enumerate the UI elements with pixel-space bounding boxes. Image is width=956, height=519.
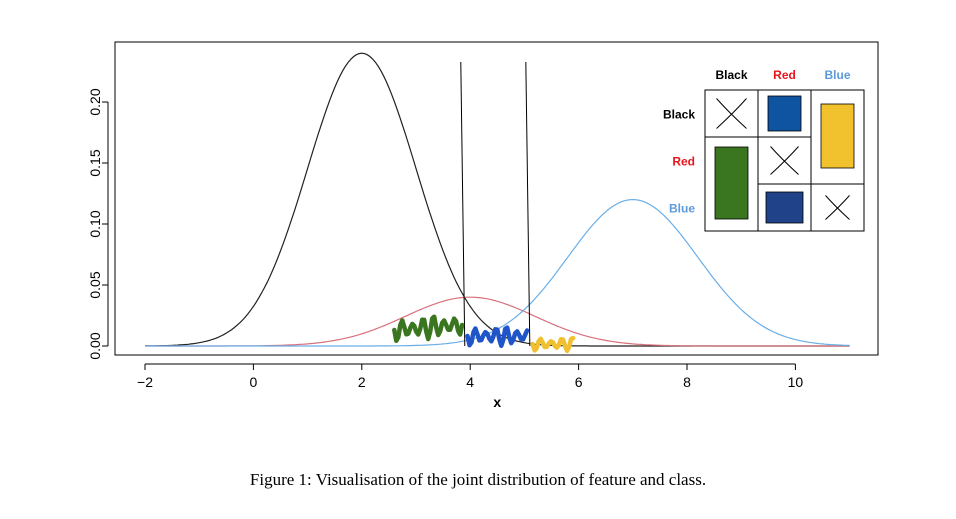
y-tick-label: 0.15 [87, 149, 103, 176]
boundary-line-1 [460, 61, 466, 347]
legend-cell-black-red [767, 95, 802, 132]
legend-col-label-blue: Blue [824, 68, 850, 82]
boundary-line-2 [525, 61, 531, 347]
chart: −2 0 2 4 6 8 10 x 0.00 0.05 0.10 0.15 0.20 Black Red Bl… [87, 41, 879, 410]
legend-row-label-blue: Blue [669, 202, 695, 216]
legend-cell-blue-red [765, 191, 804, 224]
x-tick-label: 8 [683, 374, 691, 390]
legend-cell-black-blue [820, 103, 855, 169]
x-tick-label: 0 [250, 374, 258, 390]
squiggle-1 [465, 325, 530, 349]
legend-cross-black [716, 98, 747, 129]
legend-cross-blue [825, 195, 850, 220]
squiggle-2 [530, 335, 576, 354]
legend-cross-blue [825, 195, 850, 220]
x-axis-label: x [493, 394, 501, 410]
legend-cross-black [716, 98, 747, 129]
x-tick-label: 10 [788, 374, 804, 390]
legend-col-label-red: Red [773, 68, 796, 82]
squiggle-0 [392, 314, 465, 344]
figure-caption: Figure 1: Visualisation of the joint dis… [249, 470, 707, 489]
x-tick-label: 2 [358, 374, 366, 390]
legend-col-label-black: Black [715, 68, 747, 82]
y-tick-label: 0.10 [87, 210, 103, 237]
y-tick-label: 0.00 [87, 332, 103, 359]
legend-row-label-black: Black [663, 108, 695, 122]
legend-cell-red-black [714, 146, 749, 220]
x-tick-label: 6 [575, 374, 583, 390]
legend-row-label-red: Red [672, 155, 695, 169]
legend-cross-red [770, 146, 799, 175]
x-tick-label: −2 [137, 374, 153, 390]
plot-frame [114, 41, 879, 356]
y-tick-label: 0.20 [87, 88, 103, 115]
y-tick-label: 0.05 [87, 271, 103, 298]
x-tick-label: 4 [466, 374, 474, 390]
legend-cross-red [770, 146, 799, 175]
